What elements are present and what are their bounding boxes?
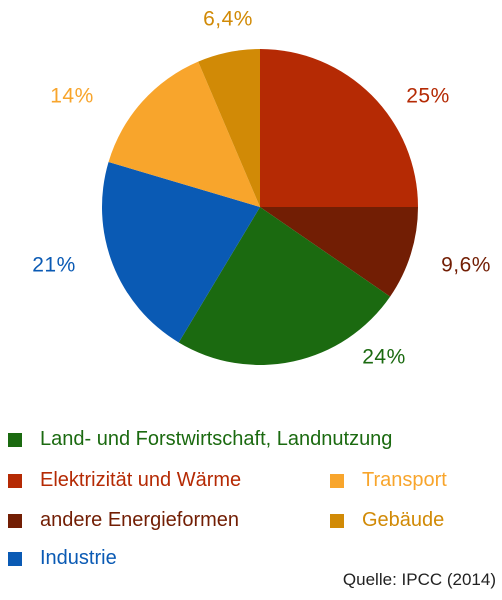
- legend-item-landnutzung: Land- und Forstwirtschaft, Landnutzung: [8, 428, 392, 451]
- slice-label-3: 21%: [32, 254, 76, 277]
- pie-slice-3: [101, 161, 260, 343]
- legend-item-andere-energieformen: andere Energieformen: [8, 509, 239, 532]
- legend-swatch-elektrizitaet: [8, 473, 22, 488]
- legend-swatch-transport: [330, 473, 344, 488]
- legend-item-industrie: Industrie: [8, 547, 117, 570]
- legend-item-gebaeude: Gebäude: [330, 509, 444, 532]
- source-note: Quelle: IPCC (2014): [342, 570, 496, 589]
- legend-label-gebaeude: Gebäude: [362, 509, 445, 531]
- slice-label-1: 9,6%: [441, 254, 491, 277]
- slice-label-2: 24%: [362, 346, 406, 369]
- pie-chart: 25% 9,6% 24% 21% 14% 6,4%: [32, 8, 491, 369]
- legend-label-andere-energieformen: andere Energieformen: [40, 509, 240, 531]
- legend-swatch-gebaeude: [330, 513, 344, 528]
- legend-label-elektrizitaet: Elektrizität und Wärme: [40, 469, 242, 491]
- legend-label-transport: Transport: [362, 469, 447, 491]
- legend-swatch-andere-energieformen: [8, 513, 22, 528]
- legend-label-industrie: Industrie: [40, 547, 117, 569]
- pie-slice-0: [260, 49, 418, 207]
- pie-slice-2: [178, 207, 391, 366]
- pie-slice-5: [198, 49, 260, 207]
- slice-label-4: 14%: [50, 85, 94, 108]
- legend-label-landnutzung: Land- und Forstwirtschaft, Landnutzung: [40, 428, 393, 450]
- pie-slice-4: [108, 61, 260, 207]
- legend-item-transport: Transport: [330, 469, 447, 492]
- pie-slice-1: [260, 207, 418, 297]
- legend-swatch-industrie: [8, 551, 22, 566]
- legend-swatch-landnutzung: [8, 432, 22, 447]
- slice-label-0: 25%: [406, 85, 450, 108]
- legend-item-elektrizitaet: Elektrizität und Wärme: [8, 469, 241, 492]
- slice-label-5: 6,4%: [203, 8, 253, 31]
